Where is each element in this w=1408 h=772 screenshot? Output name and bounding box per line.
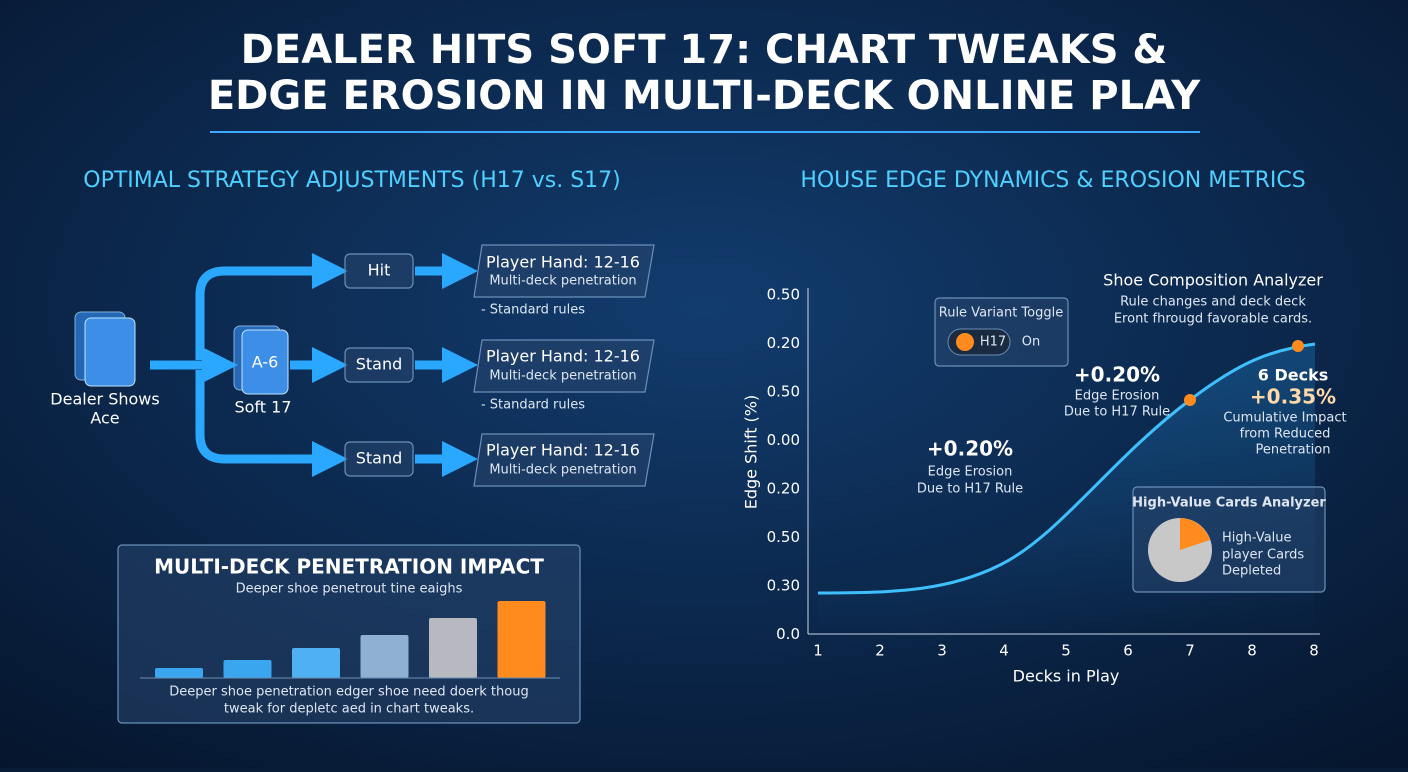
- bar: [497, 601, 546, 678]
- analyzer-text: Rule changes and deck deck: [1120, 295, 1306, 310]
- bar: [223, 660, 272, 678]
- y-axis-title: Edge Shift (%): [742, 395, 761, 510]
- pie-slice-icon: [1180, 518, 1210, 550]
- annotation: Due to H17 Rule: [1064, 405, 1170, 420]
- y-label: 0.00: [767, 431, 800, 449]
- cards-text: player Cards: [1222, 548, 1304, 563]
- cards-text: High-Value: [1222, 531, 1292, 546]
- x-label: 4: [999, 642, 1009, 660]
- x-label: 8: [1247, 642, 1257, 660]
- hand-sub: Multi-deck penetration: [489, 463, 636, 478]
- right-heading: HOUSE EDGE DYNAMICS & EROSION METRICS: [800, 168, 1305, 193]
- bar-caption: tweak for depletc aed in chart tweaks.: [224, 702, 474, 717]
- card-label: A-6: [252, 353, 279, 372]
- title: DEALER HITS SOFT 17: CHART TWEAKS &: [241, 27, 1168, 73]
- x-axis-title: Decks in Play: [1013, 667, 1120, 686]
- flow: [74, 244, 655, 487]
- dealer-label: Ace: [90, 409, 119, 428]
- y-label: 0.20: [767, 480, 800, 498]
- annotation-value: +0.20%: [927, 437, 1013, 461]
- annotation: Due to H17 Rule: [917, 482, 1023, 497]
- annotation: Edge Erosion: [1075, 389, 1160, 404]
- hand-note: - Standard rules: [481, 303, 585, 318]
- x-label: 3: [937, 642, 947, 660]
- hand-title: Player Hand: 12-16: [486, 253, 640, 272]
- toggle-title: Rule Variant Toggle: [939, 306, 1063, 321]
- y-label: 0.50: [767, 286, 800, 304]
- bars: [155, 601, 546, 678]
- x-label: 5: [1061, 642, 1071, 660]
- bar: [292, 648, 340, 678]
- soft-label: Soft 17: [234, 398, 291, 417]
- bar-subtitle: Deeper shoe penetrout tine eaighs: [236, 582, 463, 597]
- title: EDGE EROSION IN MULTI-DECK ONLINE PLAY: [208, 73, 1201, 119]
- hand-title: Player Hand: 12-16: [486, 441, 640, 460]
- hand-sub: Multi-deck penetration: [489, 274, 636, 289]
- decks-text: Penetration: [1256, 443, 1331, 458]
- x-label: 7: [1185, 642, 1195, 660]
- action: Hit: [368, 261, 391, 280]
- hand-sub: Multi-deck penetration: [489, 369, 636, 384]
- bar-caption: Deeper shoe penetration edger shoe need …: [169, 685, 528, 700]
- dealer-label: Dealer Shows: [50, 390, 159, 409]
- toggle-option: H17: [980, 335, 1006, 350]
- y-label: 0.20: [767, 334, 800, 352]
- cards-title: High-Value Cards Analyzer: [1132, 496, 1326, 511]
- analyzer-title: Shoe Composition Analyzer: [1103, 271, 1323, 290]
- cards-text: Depleted: [1222, 564, 1281, 579]
- annotation: Edge Erosion: [928, 465, 1013, 480]
- hand-title: Player Hand: 12-16: [486, 347, 640, 366]
- decks-label: 6 Decks: [1258, 366, 1328, 385]
- y-label: 0.50: [767, 528, 800, 546]
- bar: [429, 618, 477, 678]
- action: Stand: [356, 355, 403, 374]
- y-label: 0.30: [767, 577, 800, 595]
- decks-value: +0.35%: [1250, 385, 1336, 409]
- y-label: 0.50: [767, 383, 800, 401]
- x-label: 1: [813, 642, 823, 660]
- y-labels: 0.50 0.20 0.50 0.00 0.20 0.50 0.30 0.0: [767, 286, 800, 644]
- action: Stand: [356, 449, 403, 468]
- decks-text: Cumulative Impact: [1223, 411, 1346, 426]
- decks-text: from Reduced: [1240, 427, 1331, 442]
- toggle-knob: [956, 333, 974, 351]
- annotation-value: +0.20%: [1074, 363, 1160, 387]
- bar-title: MULTI-DECK PENETRATION IMPACT: [154, 555, 544, 579]
- x-label: 8: [1309, 642, 1319, 660]
- analyzer-text: Eront fhrougd favorable cards.: [1114, 312, 1312, 327]
- x-label: 2: [875, 642, 885, 660]
- x-label: 6: [1123, 642, 1133, 660]
- hand-note: - Standard rules: [481, 398, 585, 413]
- bar: [360, 635, 409, 678]
- bar: [155, 668, 203, 678]
- left-heading: OPTIMAL STRATEGY ADJUSTMENTS (H17 vs. S1…: [83, 168, 621, 193]
- y-label: 0.0: [776, 625, 800, 643]
- x-labels: 1 2 3 4 5 6 7 8 8: [813, 642, 1319, 660]
- toggle-state: On: [1022, 335, 1040, 350]
